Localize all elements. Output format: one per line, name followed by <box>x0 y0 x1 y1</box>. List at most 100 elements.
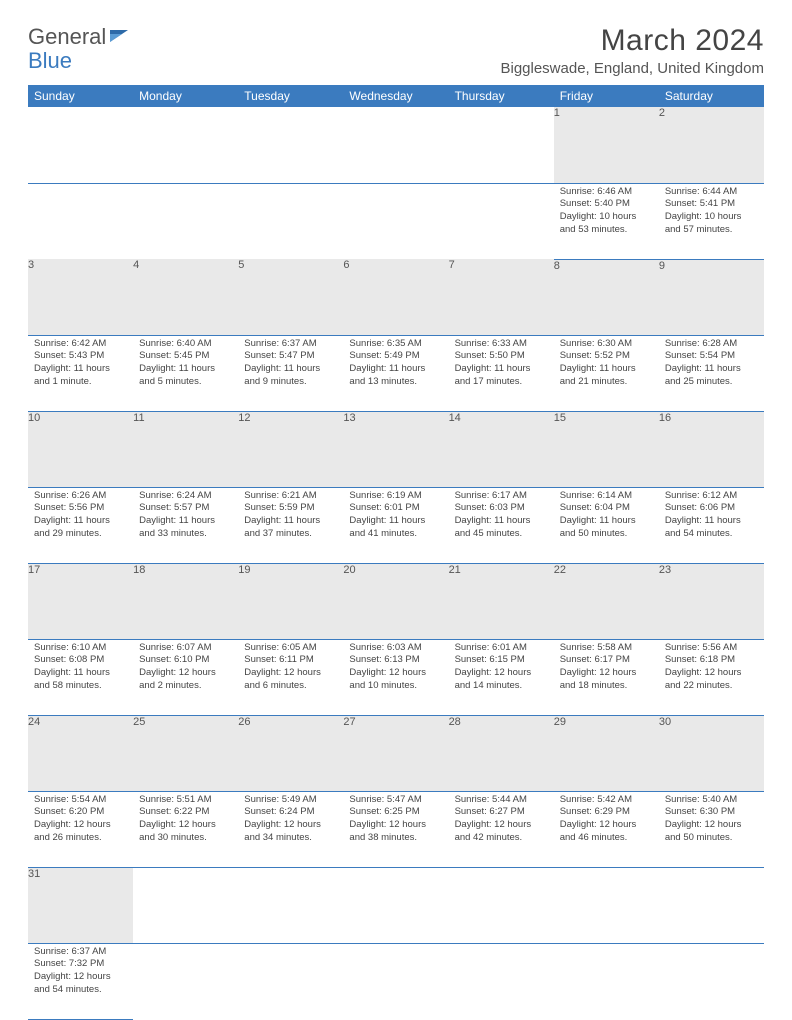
day-number-cell: 14 <box>449 411 554 487</box>
day-number-cell <box>133 867 238 943</box>
logo-text-general: General <box>28 24 106 50</box>
sunset-text: Sunset: 5:52 PM <box>560 350 653 363</box>
daylight-text-1: Daylight: 12 hours <box>349 667 442 680</box>
calendar-body: 12Sunrise: 6:46 AMSunset: 5:40 PMDayligh… <box>28 107 764 1019</box>
day-number-cell: 11 <box>133 411 238 487</box>
sunrise-text: Sunrise: 5:54 AM <box>34 794 127 807</box>
calendar-table: Sunday Monday Tuesday Wednesday Thursday… <box>28 85 764 1020</box>
daylight-text-2: and 10 minutes. <box>349 680 442 693</box>
day-content: Sunrise: 6:07 AMSunset: 6:10 PMDaylight:… <box>133 640 238 697</box>
daylight-text-1: Daylight: 11 hours <box>455 363 548 376</box>
daylight-text-1: Daylight: 12 hours <box>665 667 758 680</box>
sunrise-text: Sunrise: 6:17 AM <box>455 490 548 503</box>
daynum-row: 31 <box>28 867 764 943</box>
daylight-text-2: and 26 minutes. <box>34 832 127 845</box>
day-number-cell: 27 <box>343 715 448 791</box>
day-number-cell: 25 <box>133 715 238 791</box>
daylight-text-2: and 58 minutes. <box>34 680 127 693</box>
daylight-text-2: and 30 minutes. <box>139 832 232 845</box>
week-row: Sunrise: 6:46 AMSunset: 5:40 PMDaylight:… <box>28 183 764 259</box>
sunrise-text: Sunrise: 6:37 AM <box>244 338 337 351</box>
day-number-cell: 26 <box>238 715 343 791</box>
day-cell: Sunrise: 6:26 AMSunset: 5:56 PMDaylight:… <box>28 487 133 563</box>
day-cell <box>133 943 238 1019</box>
daynum-row: 24252627282930 <box>28 715 764 791</box>
day-cell <box>28 183 133 259</box>
location-text: Biggleswade, England, United Kingdom <box>500 60 764 77</box>
sunrise-text: Sunrise: 5:40 AM <box>665 794 758 807</box>
sunset-text: Sunset: 6:04 PM <box>560 502 653 515</box>
sunrise-text: Sunrise: 5:44 AM <box>455 794 548 807</box>
sunrise-text: Sunrise: 5:58 AM <box>560 642 653 655</box>
day-content: Sunrise: 6:37 AMSunset: 5:47 PMDaylight:… <box>238 336 343 393</box>
day-cell: Sunrise: 6:46 AMSunset: 5:40 PMDaylight:… <box>554 183 659 259</box>
day-cell: Sunrise: 6:14 AMSunset: 6:04 PMDaylight:… <box>554 487 659 563</box>
day-number-cell: 30 <box>659 715 764 791</box>
sunset-text: Sunset: 7:32 PM <box>34 958 127 971</box>
day-cell: Sunrise: 6:17 AMSunset: 6:03 PMDaylight:… <box>449 487 554 563</box>
daylight-text-2: and 34 minutes. <box>244 832 337 845</box>
sunset-text: Sunset: 5:45 PM <box>139 350 232 363</box>
day-number-cell: 7 <box>449 259 554 335</box>
sunrise-text: Sunrise: 6:10 AM <box>34 642 127 655</box>
day-number-cell <box>28 107 133 183</box>
weekday-header: Tuesday <box>238 85 343 107</box>
header: General March 2024 Biggleswade, England,… <box>28 24 764 77</box>
day-cell: Sunrise: 6:24 AMSunset: 5:57 PMDaylight:… <box>133 487 238 563</box>
day-content: Sunrise: 6:19 AMSunset: 6:01 PMDaylight:… <box>343 488 448 545</box>
sunrise-text: Sunrise: 6:33 AM <box>455 338 548 351</box>
day-number-cell: 8 <box>554 259 659 335</box>
daylight-text-1: Daylight: 12 hours <box>34 971 127 984</box>
sunrise-text: Sunrise: 6:30 AM <box>560 338 653 351</box>
day-content: Sunrise: 6:12 AMSunset: 6:06 PMDaylight:… <box>659 488 764 545</box>
day-cell <box>449 943 554 1019</box>
sunset-text: Sunset: 6:10 PM <box>139 654 232 667</box>
daylight-text-2: and 5 minutes. <box>139 376 232 389</box>
day-content: Sunrise: 5:51 AMSunset: 6:22 PMDaylight:… <box>133 792 238 849</box>
sunset-text: Sunset: 6:24 PM <box>244 806 337 819</box>
daylight-text-2: and 17 minutes. <box>455 376 548 389</box>
daylight-text-1: Daylight: 12 hours <box>665 819 758 832</box>
sunrise-text: Sunrise: 6:01 AM <box>455 642 548 655</box>
month-title: March 2024 <box>500 24 764 58</box>
day-number-cell: 9 <box>659 259 764 335</box>
day-content: Sunrise: 6:17 AMSunset: 6:03 PMDaylight:… <box>449 488 554 545</box>
sunrise-text: Sunrise: 5:56 AM <box>665 642 758 655</box>
day-cell <box>133 183 238 259</box>
day-number-cell: 20 <box>343 563 448 639</box>
daylight-text-1: Daylight: 11 hours <box>560 515 653 528</box>
sunset-text: Sunset: 5:49 PM <box>349 350 442 363</box>
daylight-text-1: Daylight: 11 hours <box>244 515 337 528</box>
day-content: Sunrise: 6:35 AMSunset: 5:49 PMDaylight:… <box>343 336 448 393</box>
sunset-text: Sunset: 6:27 PM <box>455 806 548 819</box>
day-number-cell: 2 <box>659 107 764 183</box>
logo-text-blue: Blue <box>28 48 72 73</box>
day-cell: Sunrise: 6:30 AMSunset: 5:52 PMDaylight:… <box>554 335 659 411</box>
day-number-cell: 22 <box>554 563 659 639</box>
day-content: Sunrise: 5:47 AMSunset: 6:25 PMDaylight:… <box>343 792 448 849</box>
day-cell: Sunrise: 6:21 AMSunset: 5:59 PMDaylight:… <box>238 487 343 563</box>
daylight-text-1: Daylight: 11 hours <box>139 363 232 376</box>
weekday-header: Monday <box>133 85 238 107</box>
sunrise-text: Sunrise: 6:44 AM <box>665 186 758 199</box>
day-content: Sunrise: 6:44 AMSunset: 5:41 PMDaylight:… <box>659 184 764 241</box>
day-number-cell <box>343 107 448 183</box>
sunset-text: Sunset: 6:30 PM <box>665 806 758 819</box>
day-cell: Sunrise: 5:42 AMSunset: 6:29 PMDaylight:… <box>554 791 659 867</box>
daylight-text-1: Daylight: 12 hours <box>34 819 127 832</box>
sunset-text: Sunset: 6:20 PM <box>34 806 127 819</box>
daynum-row: 17181920212223 <box>28 563 764 639</box>
daylight-text-2: and 1 minute. <box>34 376 127 389</box>
week-row: Sunrise: 5:54 AMSunset: 6:20 PMDaylight:… <box>28 791 764 867</box>
day-cell: Sunrise: 6:37 AMSunset: 7:32 PMDaylight:… <box>28 943 133 1019</box>
day-number-cell: 31 <box>28 867 133 943</box>
daylight-text-2: and 6 minutes. <box>244 680 337 693</box>
day-number-cell <box>238 867 343 943</box>
daylight-text-1: Daylight: 11 hours <box>34 667 127 680</box>
daylight-text-2: and 54 minutes. <box>34 984 127 997</box>
day-cell: Sunrise: 5:56 AMSunset: 6:18 PMDaylight:… <box>659 639 764 715</box>
sunrise-text: Sunrise: 6:42 AM <box>34 338 127 351</box>
day-number-cell <box>554 867 659 943</box>
day-cell: Sunrise: 6:37 AMSunset: 5:47 PMDaylight:… <box>238 335 343 411</box>
day-content: Sunrise: 6:21 AMSunset: 5:59 PMDaylight:… <box>238 488 343 545</box>
